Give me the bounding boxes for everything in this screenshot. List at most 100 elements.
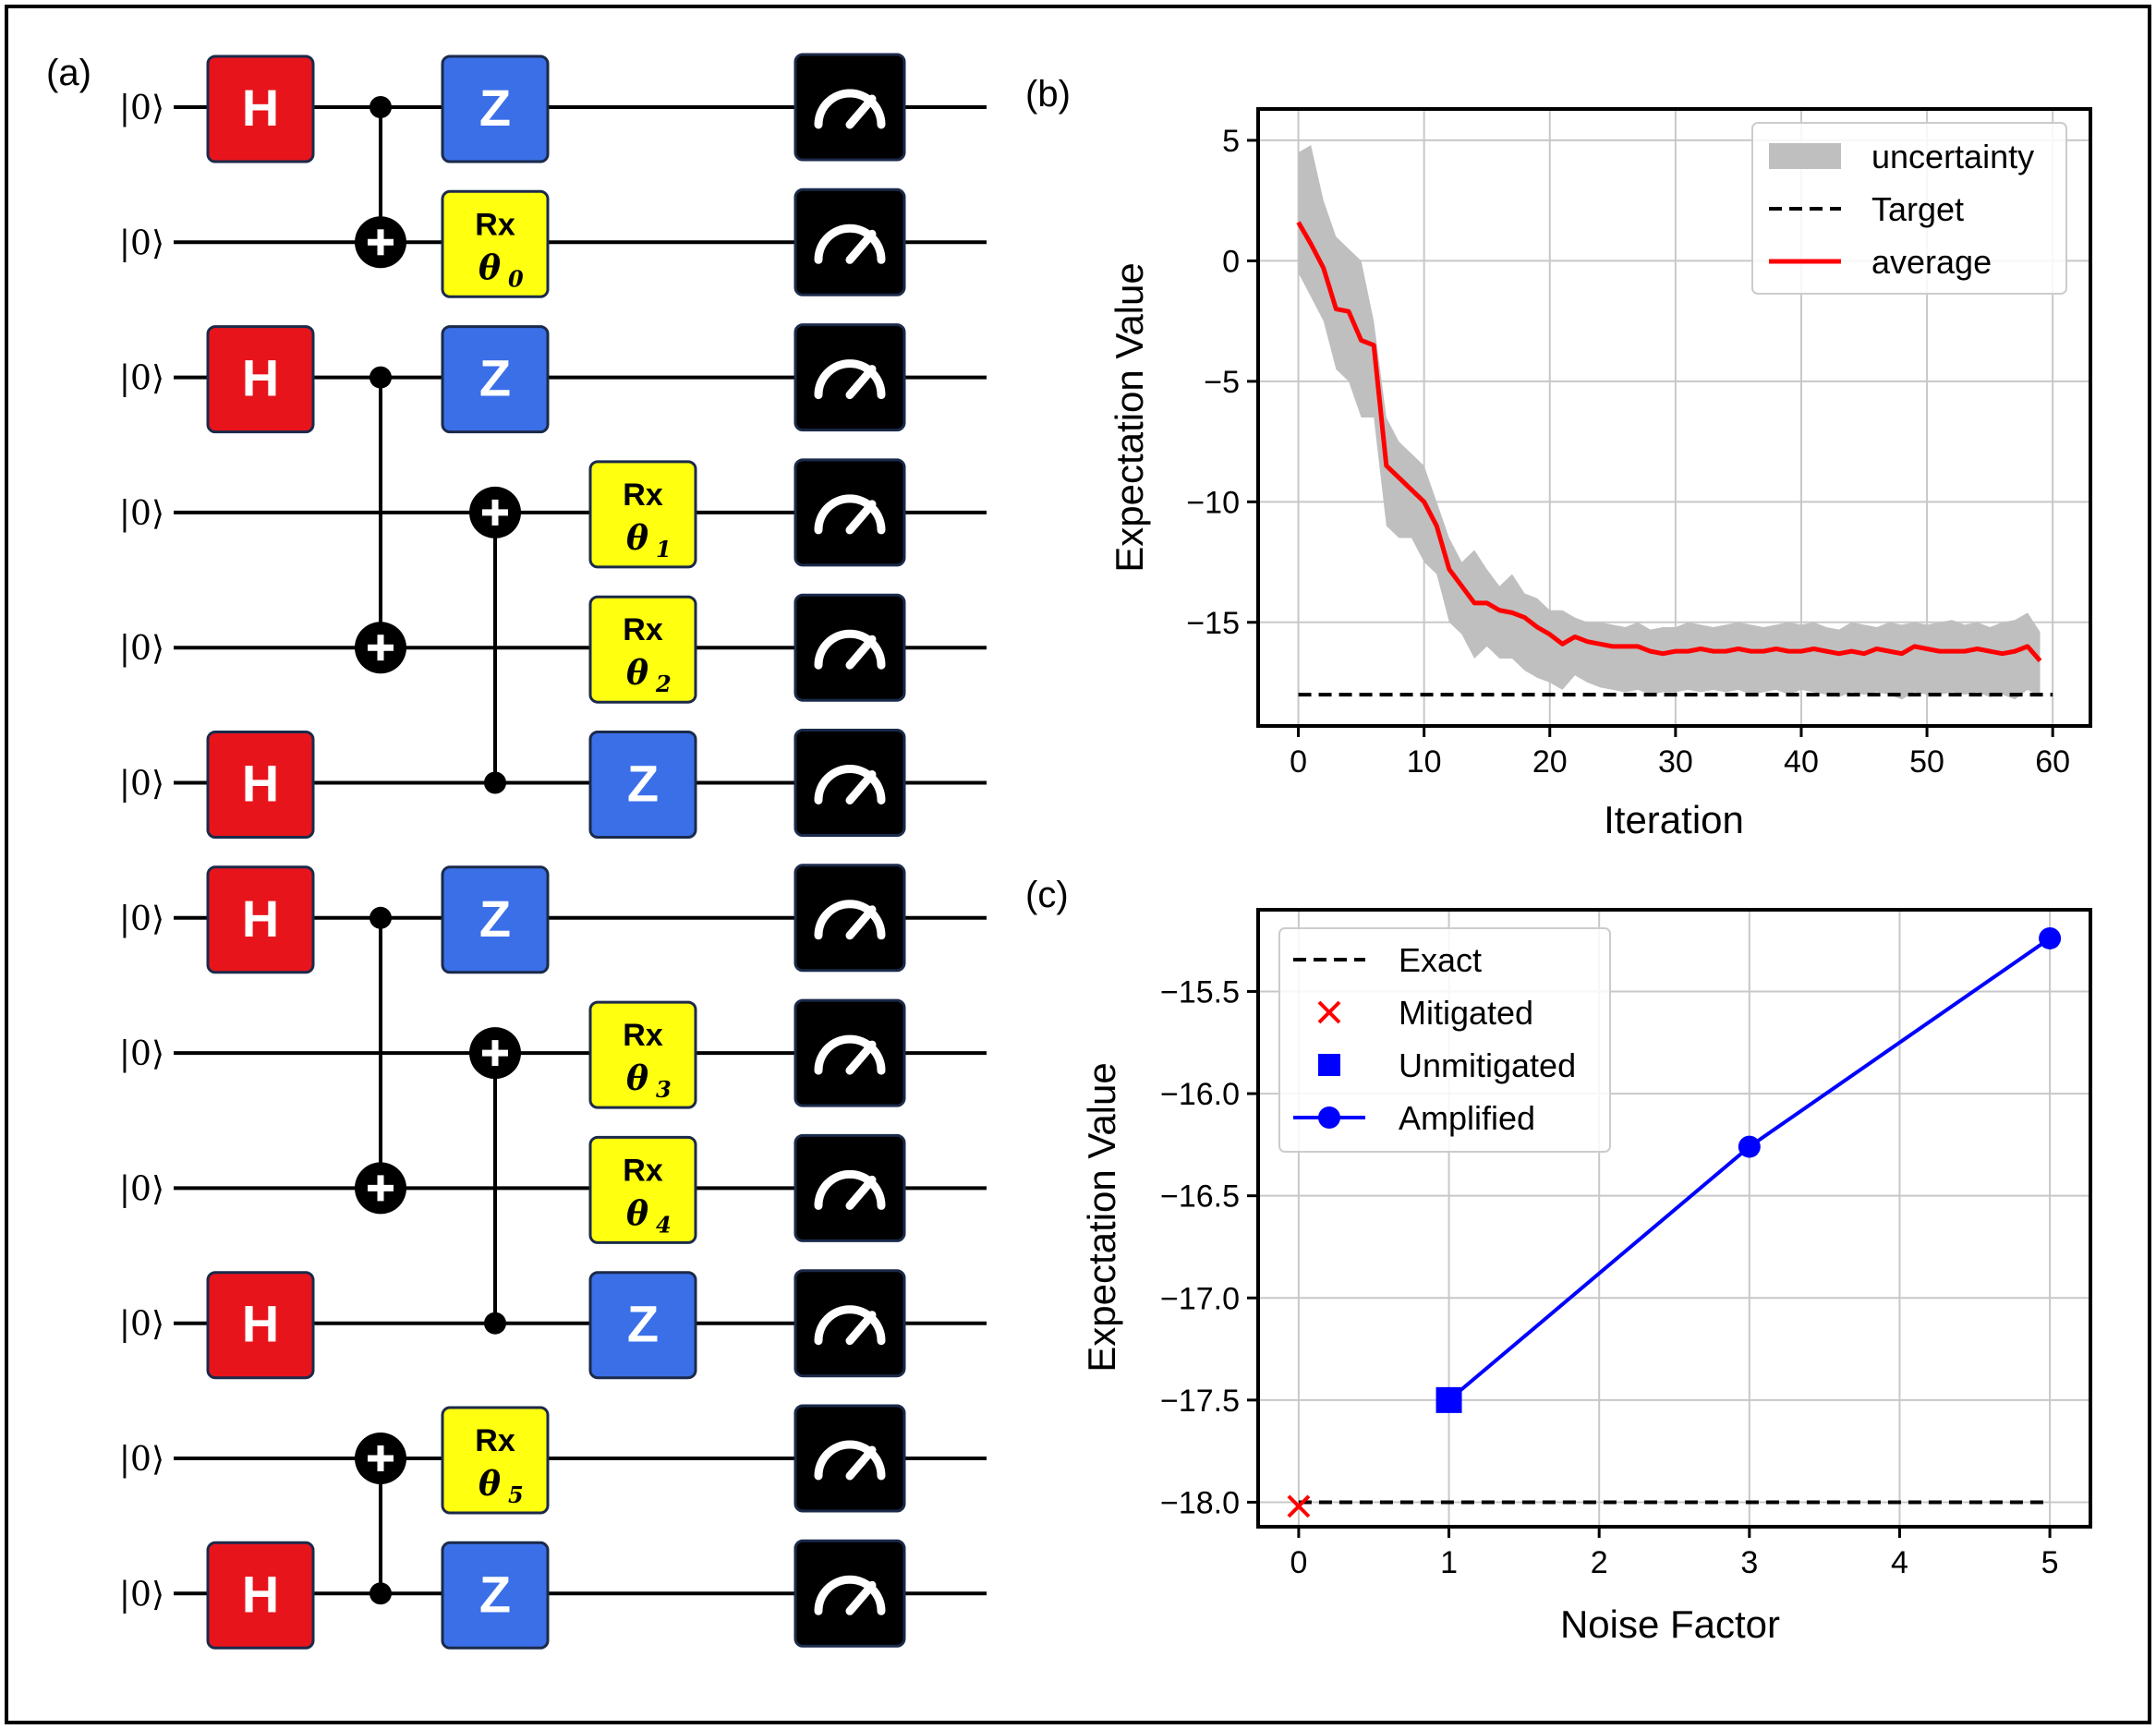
- x-tick-label: 20: [1532, 744, 1568, 780]
- rx-gate: [588, 595, 697, 704]
- rx-gate-label: Rx: [623, 478, 663, 513]
- z-gate: [441, 54, 550, 163]
- rx-gate-angle: θ: [626, 654, 648, 693]
- measure-gate: [793, 458, 906, 567]
- qubit-ket-label: |0⟩: [119, 1170, 164, 1208]
- hadamard-gate-label: H: [242, 755, 279, 813]
- measure-needle: [845, 770, 877, 804]
- panel-label-c: (c): [1025, 875, 1069, 915]
- x-tick-label: 2: [1591, 1545, 1608, 1580]
- qubit-ket-label: |0⟩: [119, 1035, 164, 1073]
- y-tick-label: 0: [1222, 244, 1240, 279]
- amplified-point: [1738, 1135, 1761, 1158]
- measure-gate: [793, 187, 906, 296]
- rx-gate-angle: θ: [478, 248, 501, 287]
- cnot-control-dot: [369, 906, 392, 929]
- x-axis-label: Noise Factor: [1560, 1602, 1780, 1646]
- series-layer: [1296, 221, 2053, 697]
- hadamard-gate: [206, 731, 315, 839]
- legend-label-exact: Exact: [1399, 941, 1482, 979]
- measure-gate: [793, 53, 906, 162]
- rx-gate-angle: θ: [626, 1059, 648, 1098]
- legend: uncertainty Target average: [1751, 122, 2067, 295]
- measure-gate: [793, 593, 906, 702]
- rx-gate: [588, 1135, 697, 1244]
- z-gate-label: Z: [479, 349, 511, 407]
- measure-needle: [845, 905, 877, 940]
- measure-needle: [845, 365, 877, 400]
- x-tick-label: 0: [1290, 744, 1307, 780]
- measure-arc: [814, 359, 886, 400]
- y-tick-label: −16.0: [1160, 1077, 1240, 1112]
- hadamard-gate: [206, 54, 315, 163]
- measure-arc: [814, 1440, 886, 1481]
- rx-gate-angle-subscript: 1: [656, 536, 672, 562]
- cnot-control-dot: [369, 1582, 392, 1605]
- x-tick-label: 30: [1658, 744, 1693, 780]
- zne-chart: 0 1 2 3 4 5 −15.5 −16.0 −16.5 −17.0 −17.5 −18.0 Noi…: [1080, 908, 2092, 1646]
- y-axis-label: Expectation Value: [1108, 262, 1151, 572]
- z-gate-label: Z: [479, 79, 511, 137]
- y-tick-label: −16.5: [1160, 1179, 1240, 1215]
- rx-gate: [588, 1000, 697, 1109]
- measure-gate: [793, 729, 906, 837]
- qubit-ket-label: |0⟩: [119, 630, 164, 668]
- measure-icon: [814, 224, 886, 264]
- legend-swatch-mitigated: [1317, 1000, 1341, 1024]
- tick-layer: 0 1 2 3 4 5 −15.5 −16.0 −16.5 −17.0 −17.5 −18.0: [1160, 974, 2059, 1580]
- mitigated-stroke: [1287, 1494, 1311, 1518]
- y-tick-label: −15: [1186, 606, 1240, 641]
- quantum-circuit: |0⟩ |0⟩ |0⟩ |0⟩ |0⟩ |0⟩ |0⟩ |0⟩ |0⟩ |0⟩ |0⟩ |0⟩ H Z Rx…: [119, 53, 987, 1650]
- x-axis-label: Iteration: [1604, 798, 1744, 841]
- panel-label-a: (a): [46, 53, 91, 93]
- rx-gate-label: Rx: [475, 1423, 515, 1458]
- z-gate-label: Z: [479, 1565, 511, 1623]
- rx-gate: [441, 1406, 550, 1515]
- hadamard-gate-label: H: [242, 79, 279, 137]
- measure-icon: [814, 359, 886, 400]
- qubit-ket-label: |0⟩: [119, 1441, 164, 1479]
- rx-gate-angle-subscript: 4: [656, 1211, 672, 1238]
- x-tick-label: 3: [1740, 1545, 1758, 1580]
- measure-needle: [845, 500, 877, 535]
- measure-arc: [814, 494, 886, 535]
- qubit-ket-label: |0⟩: [119, 1576, 164, 1614]
- x-tick-label: 1: [1440, 1545, 1458, 1580]
- y-tick-label: 5: [1222, 124, 1240, 159]
- measure-arc: [814, 1305, 886, 1346]
- y-tick-label: −17.5: [1160, 1384, 1240, 1419]
- qubit-ket-label: |0⟩: [119, 90, 164, 127]
- measure-icon: [814, 765, 886, 804]
- rx-gate-label: Rx: [475, 207, 515, 242]
- measure-needle: [845, 94, 877, 129]
- hadamard-gate: [206, 1271, 315, 1380]
- measure-needle: [845, 1311, 877, 1346]
- legend-swatch-uncertainty: [1769, 143, 1841, 169]
- measure-gate: [793, 1133, 906, 1242]
- measure-gate: [793, 1269, 906, 1378]
- measure-icon: [814, 1305, 886, 1346]
- z-gate: [588, 1271, 697, 1380]
- measure-arc: [814, 89, 886, 129]
- y-tick-label: −17.0: [1160, 1281, 1240, 1316]
- y-tick-label: −15.5: [1160, 974, 1240, 1010]
- z-gate-label: Z: [479, 889, 511, 948]
- uncertainty-band-layer: [1298, 145, 2041, 700]
- rx-gate-angle: θ: [478, 1465, 501, 1504]
- rx-gate: [441, 189, 550, 298]
- mitigated-point: [1287, 1494, 1311, 1518]
- measure-needle: [845, 1040, 877, 1075]
- hadamard-gate: [206, 865, 315, 974]
- hadamard-gate-label: H: [242, 349, 279, 407]
- grid: [1258, 109, 2090, 726]
- z-gate: [441, 325, 550, 434]
- measure-arc: [814, 629, 886, 670]
- measure-arc: [814, 1575, 886, 1615]
- measure-icon: [814, 494, 886, 535]
- cnot-control-dot: [484, 1312, 506, 1335]
- rx-gate-label: Rx: [623, 612, 663, 647]
- legend-label-average: average: [1871, 243, 1992, 281]
- plot-frame: [1256, 908, 2092, 1529]
- rx-gate-angle: θ: [626, 519, 648, 558]
- legend-swatch-unmitigated: [1318, 1054, 1340, 1076]
